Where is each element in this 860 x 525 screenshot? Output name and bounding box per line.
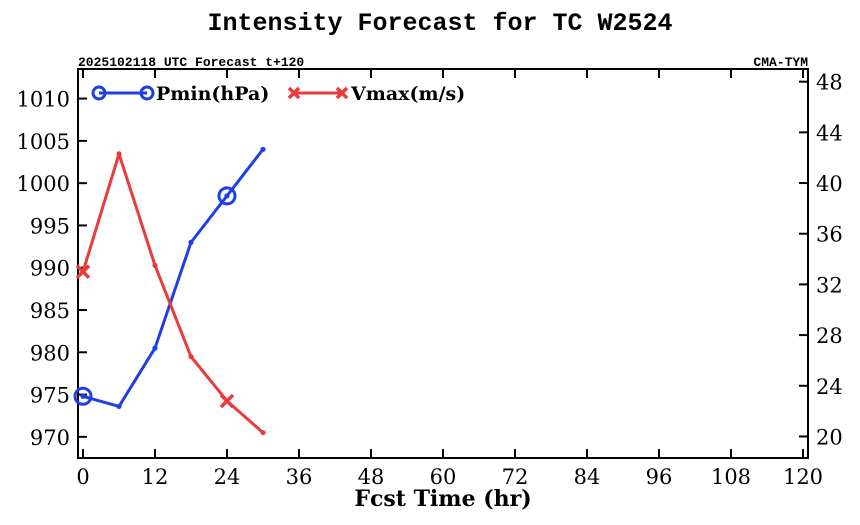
data-point — [188, 239, 194, 245]
data-point — [188, 354, 194, 360]
data-point — [152, 262, 158, 269]
y-left-tick-label: 975 — [30, 384, 70, 408]
y-left-tick-label: 1000 — [17, 172, 70, 196]
y-left-tick-label: 990 — [30, 257, 70, 281]
y-right-tick-label: 48 — [816, 71, 843, 95]
data-point — [260, 430, 266, 436]
legend-label: Vmax(m/s) — [350, 83, 465, 105]
marker-circle — [217, 186, 237, 206]
marker-x — [75, 264, 91, 279]
axes: 0 12 24 36 48 60 72 84 96 108 120 970 975 980 985 990 99… — [17, 69, 843, 489]
y-right-tick-label: 44 — [816, 121, 843, 145]
x-axis-label: Fcst Time (hr) — [354, 486, 531, 512]
legend-entry: Pmin(hPa) — [91, 83, 269, 105]
x-tick-label: 60 — [430, 465, 457, 489]
series-line — [82, 148, 265, 408]
data-point — [224, 193, 230, 199]
data-point — [260, 146, 266, 152]
series-pminhpa — [73, 146, 266, 410]
legend-marker-x — [335, 86, 349, 100]
x-tick-label: 72 — [502, 465, 529, 489]
y-left-tick-label: 1010 — [17, 88, 70, 112]
marker-x — [219, 393, 235, 409]
y-right-tick-label: 40 — [816, 172, 843, 196]
y-right-tick-label: 20 — [816, 425, 843, 449]
legend: Pmin(hPa) Vmax(m/s) — [91, 83, 465, 105]
y-left-tick-label: 970 — [30, 426, 70, 450]
x-tick-label: 0 — [76, 465, 89, 489]
x-tick-label: 48 — [358, 465, 385, 489]
plot-frame — [77, 68, 809, 459]
legend-entry: Vmax(m/s) — [287, 83, 465, 105]
data-point — [116, 151, 122, 157]
x-tick-label: 12 — [142, 465, 169, 489]
y-right-tick-label: 28 — [816, 324, 843, 348]
y-left-tick-label: 980 — [30, 341, 70, 365]
data-point — [80, 393, 86, 399]
y-left-tick-label: 1005 — [17, 130, 70, 154]
legend-marker-circle — [91, 85, 107, 101]
y-left-tick-label: 995 — [30, 214, 70, 238]
y-right-tick-label: 36 — [816, 223, 843, 247]
y-left-tick-label: 985 — [30, 299, 70, 323]
chart-subtitle-right: CMA-TYM — [753, 55, 808, 70]
chart-title: Intensity Forecast for TC W2524 — [207, 9, 672, 38]
x-tick-label: 36 — [286, 465, 313, 489]
y-right-tick-label: 32 — [816, 273, 843, 297]
series-layer — [73, 146, 266, 436]
x-tick-label: 96 — [646, 465, 673, 489]
series-vmaxms — [75, 151, 266, 436]
x-tick-label: 24 — [214, 465, 241, 489]
x-tick-label: 120 — [783, 465, 823, 489]
x-tick-label: 84 — [574, 465, 601, 489]
data-point — [116, 403, 122, 410]
data-point — [152, 345, 158, 351]
y-right-tick-label: 24 — [816, 375, 843, 399]
legend-marker-x — [287, 86, 301, 100]
legend-label: Pmin(hPa) — [156, 83, 269, 105]
chart-subtitle-left: 2025102118 UTC Forecast t+120 — [78, 55, 304, 70]
x-tick-label: 108 — [711, 465, 751, 489]
legend-marker-circle — [139, 85, 155, 101]
marker-circle — [73, 386, 93, 406]
